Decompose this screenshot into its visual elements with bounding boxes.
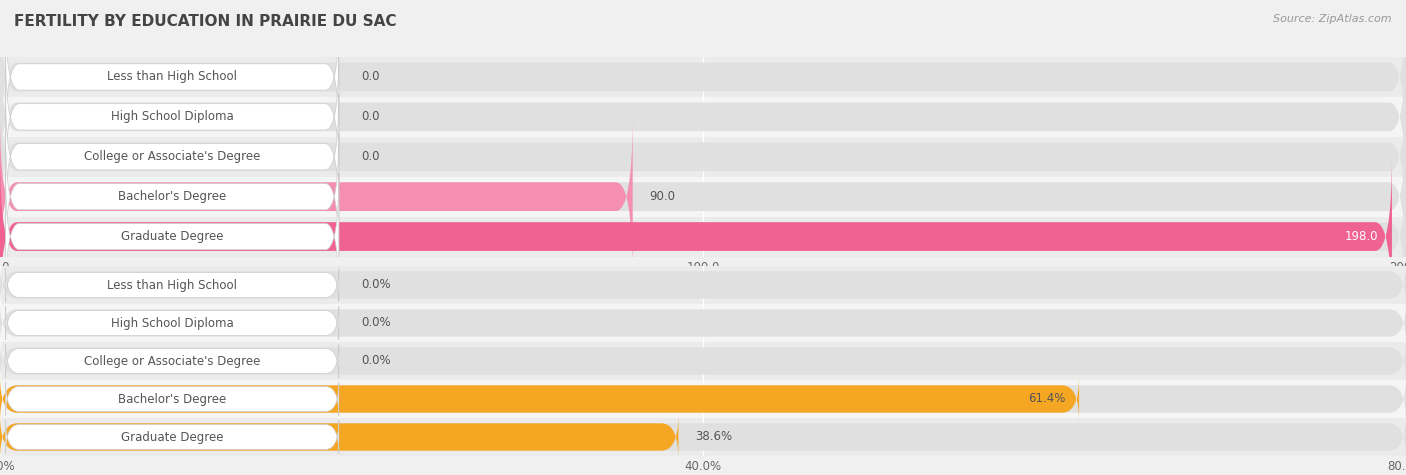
Text: 0.0: 0.0	[361, 150, 380, 163]
FancyBboxPatch shape	[0, 262, 1406, 308]
Text: Bachelor's Degree: Bachelor's Degree	[118, 190, 226, 203]
Text: 198.0: 198.0	[1344, 230, 1378, 243]
FancyBboxPatch shape	[6, 93, 339, 220]
FancyBboxPatch shape	[0, 300, 1406, 346]
Text: College or Associate's Degree: College or Associate's Degree	[84, 354, 260, 368]
Text: 61.4%: 61.4%	[1028, 392, 1066, 406]
FancyBboxPatch shape	[0, 414, 678, 460]
Text: College or Associate's Degree: College or Associate's Degree	[84, 150, 260, 163]
FancyBboxPatch shape	[0, 376, 1406, 422]
Bar	[0, 418, 1406, 456]
FancyBboxPatch shape	[0, 36, 1406, 198]
Bar	[0, 304, 1406, 342]
FancyBboxPatch shape	[6, 306, 339, 340]
Text: 0.0%: 0.0%	[361, 316, 391, 330]
Bar	[0, 217, 1406, 256]
Text: High School Diploma: High School Diploma	[111, 110, 233, 124]
FancyBboxPatch shape	[0, 155, 1406, 318]
FancyBboxPatch shape	[0, 115, 1406, 278]
Text: High School Diploma: High School Diploma	[111, 316, 233, 330]
FancyBboxPatch shape	[6, 382, 339, 416]
FancyBboxPatch shape	[0, 338, 1406, 384]
Text: Less than High School: Less than High School	[107, 278, 238, 292]
FancyBboxPatch shape	[6, 420, 339, 454]
Text: 0.0%: 0.0%	[361, 354, 391, 368]
FancyBboxPatch shape	[0, 0, 1406, 158]
FancyBboxPatch shape	[6, 173, 339, 300]
Bar	[0, 137, 1406, 177]
FancyBboxPatch shape	[0, 414, 1406, 460]
FancyBboxPatch shape	[0, 76, 1406, 238]
FancyBboxPatch shape	[6, 268, 339, 302]
Text: 0.0%: 0.0%	[361, 278, 391, 292]
Bar	[0, 177, 1406, 217]
Text: Graduate Degree: Graduate Degree	[121, 230, 224, 243]
Text: 90.0: 90.0	[650, 190, 675, 203]
FancyBboxPatch shape	[6, 13, 339, 141]
FancyBboxPatch shape	[0, 155, 1392, 318]
FancyBboxPatch shape	[0, 115, 633, 278]
FancyBboxPatch shape	[6, 53, 339, 180]
Text: Less than High School: Less than High School	[107, 70, 238, 84]
Bar	[0, 342, 1406, 380]
Bar	[0, 380, 1406, 418]
Text: Source: ZipAtlas.com: Source: ZipAtlas.com	[1274, 14, 1392, 24]
Bar	[0, 97, 1406, 137]
Text: Graduate Degree: Graduate Degree	[121, 430, 224, 444]
Text: Bachelor's Degree: Bachelor's Degree	[118, 392, 226, 406]
Text: 0.0: 0.0	[361, 70, 380, 84]
FancyBboxPatch shape	[6, 133, 339, 260]
Bar	[0, 266, 1406, 304]
Bar	[0, 57, 1406, 97]
FancyBboxPatch shape	[6, 344, 339, 378]
Text: FERTILITY BY EDUCATION IN PRAIRIE DU SAC: FERTILITY BY EDUCATION IN PRAIRIE DU SAC	[14, 14, 396, 29]
FancyBboxPatch shape	[0, 376, 1080, 422]
Text: 38.6%: 38.6%	[696, 430, 733, 444]
Text: 0.0: 0.0	[361, 110, 380, 124]
